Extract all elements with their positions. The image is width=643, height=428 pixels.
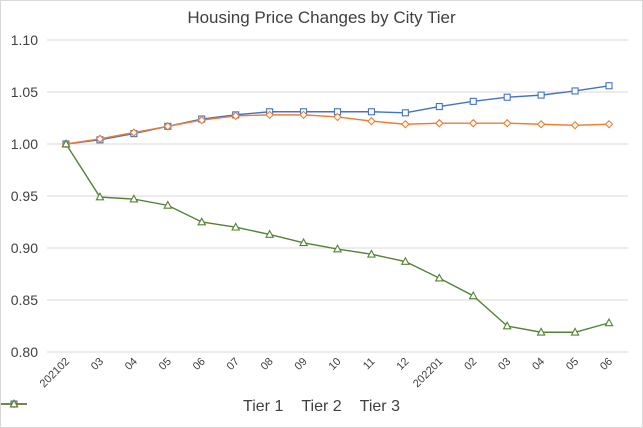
- x-tick-label: 12: [394, 356, 411, 373]
- legend: Tier 1 Tier 2 Tier 3: [0, 398, 643, 416]
- data-point: [367, 116, 376, 126]
- data-point: [231, 222, 241, 231]
- legend-marker: [9, 399, 19, 408]
- data-point: [95, 134, 105, 144]
- legend-label: Tier 1: [243, 398, 284, 415]
- legend-item: Tier 3: [1, 398, 400, 416]
- data-point: [231, 111, 240, 121]
- data-point: [265, 110, 274, 120]
- x-tick-label: 02: [462, 356, 479, 373]
- y-tick-label: 0.95: [11, 188, 38, 204]
- y-tick-label: 0.85: [11, 292, 38, 308]
- x-tick-label: 03: [89, 356, 106, 373]
- data-point: [333, 112, 342, 122]
- data-point: [536, 327, 546, 336]
- chart-title: Housing Price Changes by City Tier: [187, 8, 456, 27]
- y-tick-label: 0.90: [11, 240, 38, 256]
- x-axis-ticks: 202102 03 04 05 06 07 08 09 10 11 12 202201 02 03 04 05…: [38, 356, 615, 390]
- x-tick-label: 202201: [411, 356, 445, 390]
- y-tick-label: 1.10: [11, 32, 38, 48]
- legend-label: Tier 2: [301, 398, 342, 415]
- x-tick-label: 09: [293, 356, 310, 373]
- data-point: [367, 108, 375, 116]
- data-point: [299, 237, 309, 247]
- x-tick-label: 06: [191, 356, 208, 373]
- legend-swatch: [1, 399, 27, 408]
- data-point: [435, 103, 443, 111]
- data-point: [435, 118, 444, 128]
- data-point: [400, 256, 410, 265]
- x-tick-label: 06: [598, 356, 615, 373]
- data-point: [299, 110, 308, 120]
- legend-item: Tier 2: [1, 398, 342, 416]
- x-tick-label: 202102: [38, 356, 72, 390]
- series-group: [61, 82, 614, 336]
- data-point: [332, 244, 343, 253]
- series-line: [65, 143, 610, 333]
- data-point: [570, 121, 580, 130]
- x-tick-label: 05: [157, 356, 174, 373]
- data-point: [537, 91, 545, 99]
- x-tick-label: 04: [530, 356, 547, 373]
- data-point: [197, 115, 207, 125]
- data-point: [468, 290, 478, 300]
- series-tier-2: [61, 110, 614, 149]
- x-tick-label: 05: [564, 356, 581, 373]
- data-point: [129, 128, 139, 137]
- data-point: [604, 317, 614, 327]
- data-point: [502, 321, 512, 330]
- data-point: [366, 249, 376, 258]
- x-tick-label: 10: [326, 356, 343, 373]
- series-tier-3: [61, 139, 614, 336]
- x-tick-label: 11: [361, 356, 378, 373]
- data-point: [95, 192, 105, 201]
- data-point: [469, 97, 477, 105]
- data-point: [502, 118, 512, 128]
- x-tick-label: 08: [259, 356, 276, 373]
- x-tick-label: 03: [496, 356, 513, 373]
- legend-label: Tier 3: [359, 398, 400, 415]
- data-point: [434, 273, 444, 282]
- data-point: [536, 119, 546, 129]
- y-tick-label: 0.80: [11, 344, 38, 360]
- data-point: [604, 119, 614, 129]
- x-tick-label: 04: [123, 356, 140, 373]
- x-tick-label: 07: [225, 356, 242, 373]
- data-point: [570, 327, 580, 336]
- data-point: [401, 119, 410, 129]
- data-point: [163, 122, 173, 131]
- y-tick-label: 1.00: [11, 136, 38, 152]
- data-point: [61, 139, 71, 148]
- data-point: [163, 200, 173, 209]
- y-tick-label: 1.05: [11, 84, 38, 100]
- data-point: [605, 82, 613, 90]
- data-point: [265, 229, 275, 238]
- data-point: [468, 118, 478, 128]
- legend-item: Tier 1: [1, 398, 284, 416]
- y-axis-ticks: 0.80 0.85 0.90 0.95 1.00 1.05 1.10: [11, 32, 38, 360]
- data-point: [197, 217, 207, 226]
- data-point: [401, 109, 409, 117]
- data-point: [129, 194, 139, 203]
- data-point: [571, 87, 579, 95]
- data-point: [503, 93, 511, 101]
